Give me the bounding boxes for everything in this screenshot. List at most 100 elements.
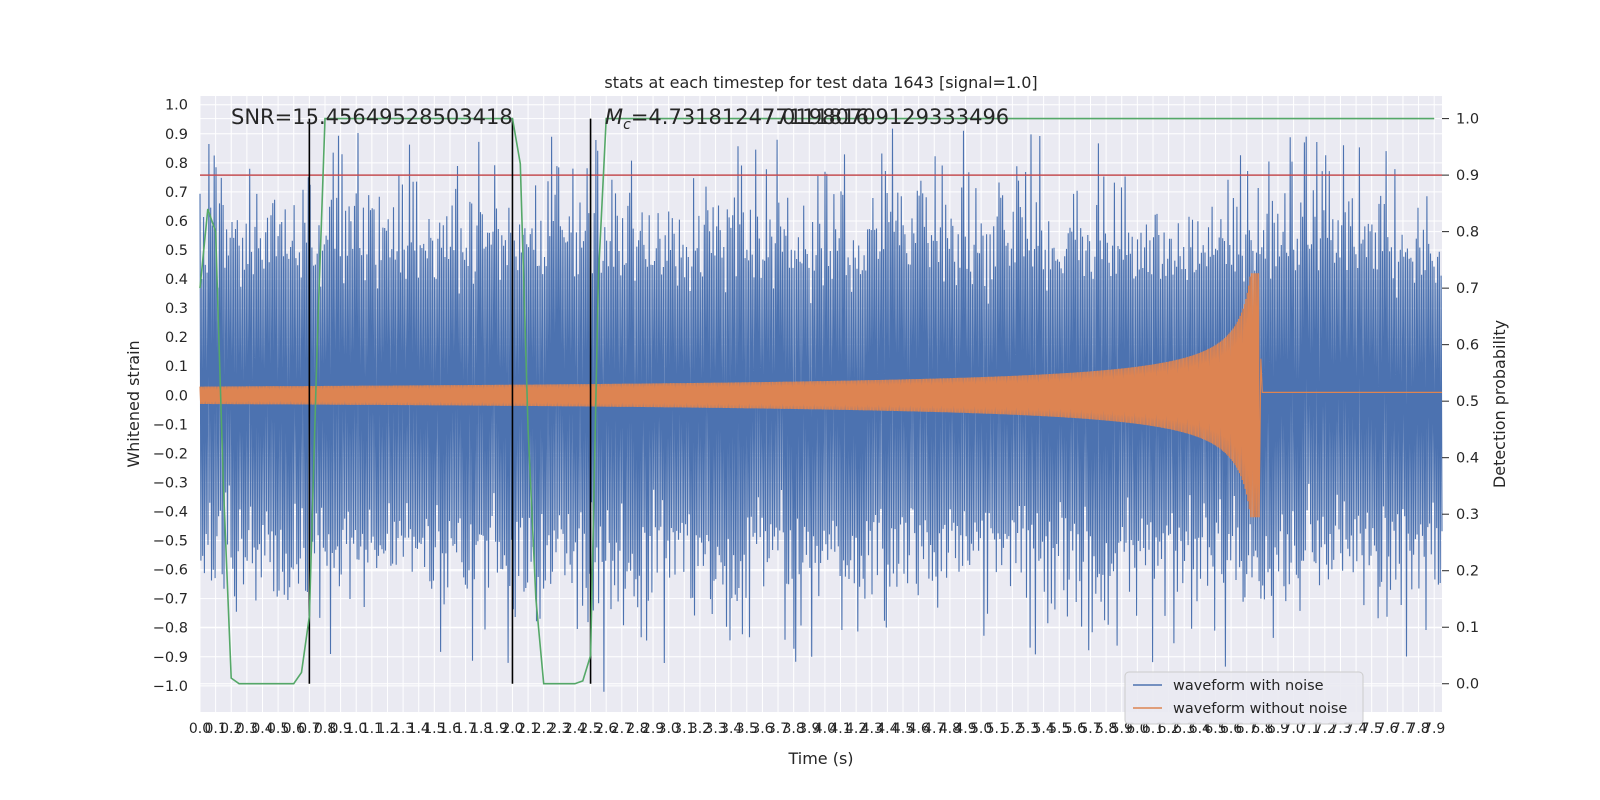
x-tick-label: 0.9 [329,721,351,737]
y-tick-label-right: 1.0 [1456,112,1479,128]
annotation-mc-subscript: c [623,117,631,133]
x-tick-label: 4.0 [814,721,836,737]
y-tick-label-right: 0.1 [1456,620,1479,636]
x-tick-label: 0.2 [220,721,242,737]
y-axis-label-right: Detection probability [1490,320,1509,488]
x-tick-label: 1.6 [439,721,461,737]
y-tick-label-left: −0.2 [153,446,188,462]
annotation-overlap: 7.01980709129333496 [762,105,1009,129]
x-tick-label: 2.2 [533,721,555,737]
x-tick-label: 4.7 [923,721,945,737]
annotation-snr: SNR=15.45649528503418 [231,105,513,129]
x-tick-label: 1.4 [408,721,430,737]
legend-box [1124,671,1364,725]
x-tick-label: 0.0 [189,721,211,737]
overlay-lines [200,118,1442,684]
x-tick-label: 5.4 [1032,721,1054,737]
x-tick-label: 0.4 [251,721,273,737]
x-tick-label: 6.3 [1173,721,1195,737]
x-tick-label: 6.6 [1220,721,1242,737]
x-tick-label: 5.3 [1017,721,1039,737]
x-tick-label: 5.0 [970,721,992,737]
y-tick-label-left: −0.4 [153,505,188,521]
x-tick-label: 4.1 [829,721,851,737]
y-tick-label-right: 0.2 [1456,564,1479,580]
x-tick-label: 0.3 [236,721,258,737]
y-tick-label-left: −0.8 [153,621,188,637]
x-tick-label: 7.5 [1361,721,1383,737]
x-tick-label: 6.2 [1157,721,1179,737]
legend-label-noise: waveform with noise [1173,678,1324,694]
probability-line [199,117,1435,685]
x-tick-label: 6.8 [1251,721,1273,737]
x-tick-label: 2.3 [548,721,570,737]
x-tick-label: 3.3 [704,721,726,737]
y-tick-label-left: 0.3 [165,301,188,317]
series-detection-probability [199,117,1435,685]
annotation-mc-symbol: M [605,105,623,129]
y-tick-label-left: 0.0 [165,388,188,404]
x-tick-label: 4.9 [954,721,976,737]
x-tick-label: 3.2 [689,721,711,737]
x-tick-label: 4.5 [892,721,914,737]
x-tick-label: 1.9 [486,721,508,737]
y-tick-label-right: 0.9 [1456,168,1479,184]
x-tick-label: 5.2 [1001,721,1023,737]
x-tick-label: 5.6 [1064,721,1086,737]
x-tick-label: 2.9 [642,721,664,737]
x-tick-label: 5.1 [986,721,1008,737]
y-tick-label-left: 0.8 [165,156,188,172]
chart-title: stats at each timestep for test data 164… [604,73,1037,92]
x-tick-label: 5.8 [1095,721,1117,737]
x-tick-label: 6.4 [1189,721,1211,737]
y-tick-label-left: −0.6 [153,563,188,579]
x-tick-label: 6.7 [1236,721,1258,737]
x-tick-label: 6.1 [1142,721,1164,737]
annotation-mc: Mc=4.731812477111816 [605,105,869,133]
x-tick-label: 0.7 [298,721,320,737]
clean-waveform-line [199,273,1442,518]
x-tick-label: 6.0 [1126,721,1148,737]
x-tick-label: 7.7 [1392,721,1414,737]
y-tick-label-left: 1.0 [165,98,188,114]
x-tick-label: 1.1 [361,721,383,737]
x-tick-label: 1.0 [345,721,367,737]
x-tick-label: 1.7 [454,721,476,737]
x-tick-label: 3.0 [658,721,680,737]
series-waveform-without-noise [199,273,1442,518]
x-tick-label: 0.8 [314,721,336,737]
x-tick-label: 4.6 [908,721,930,737]
x-tick-label: 2.5 [579,721,601,737]
x-tick-label: 1.5 [423,721,445,737]
x-tick-label: 6.9 [1267,721,1289,737]
x-tick-label: 7.3 [1329,721,1351,737]
x-tick-label: 2.6 [595,721,617,737]
x-tick-label: 4.4 [876,721,898,737]
x-tick-label: 1.2 [376,721,398,737]
y-tick-label-left: −0.1 [153,417,188,433]
x-tick-label: 3.8 [783,721,805,737]
legend-label-clean: waveform without noise [1173,701,1347,717]
x-tick-label: 7.9 [1423,721,1445,737]
x-tick-label: 2.4 [564,721,586,737]
y-tick-label-left: 0.2 [165,330,188,346]
y-tick-label-left: −0.5 [153,534,188,550]
y-tick-label-left: 0.5 [165,243,188,259]
x-tick-label: 3.1 [673,721,695,737]
y-tick-label-right: 0.7 [1456,281,1479,297]
legend: waveform with noise waveform without noi… [1124,671,1364,725]
y-axis-label-left: Whitened strain [124,340,143,467]
y-tick-label-right: 0.4 [1456,451,1479,467]
x-tick-label: 2.1 [517,721,539,737]
x-tick-label: 3.9 [798,721,820,737]
x-tick-label: 7.1 [1298,721,1320,737]
y-tick-label-left: 0.1 [165,359,188,375]
x-tick-label: 7.0 [1282,721,1304,737]
x-tick-label: 4.3 [861,721,883,737]
x-tick-label: 7.4 [1345,721,1367,737]
x-tick-label: 3.6 [751,721,773,737]
tick-labels: 0.00.10.20.30.40.50.60.70.80.91.01.11.21… [153,98,1479,737]
x-tick-label: 4.2 [845,721,867,737]
x-tick-label: 5.7 [1079,721,1101,737]
